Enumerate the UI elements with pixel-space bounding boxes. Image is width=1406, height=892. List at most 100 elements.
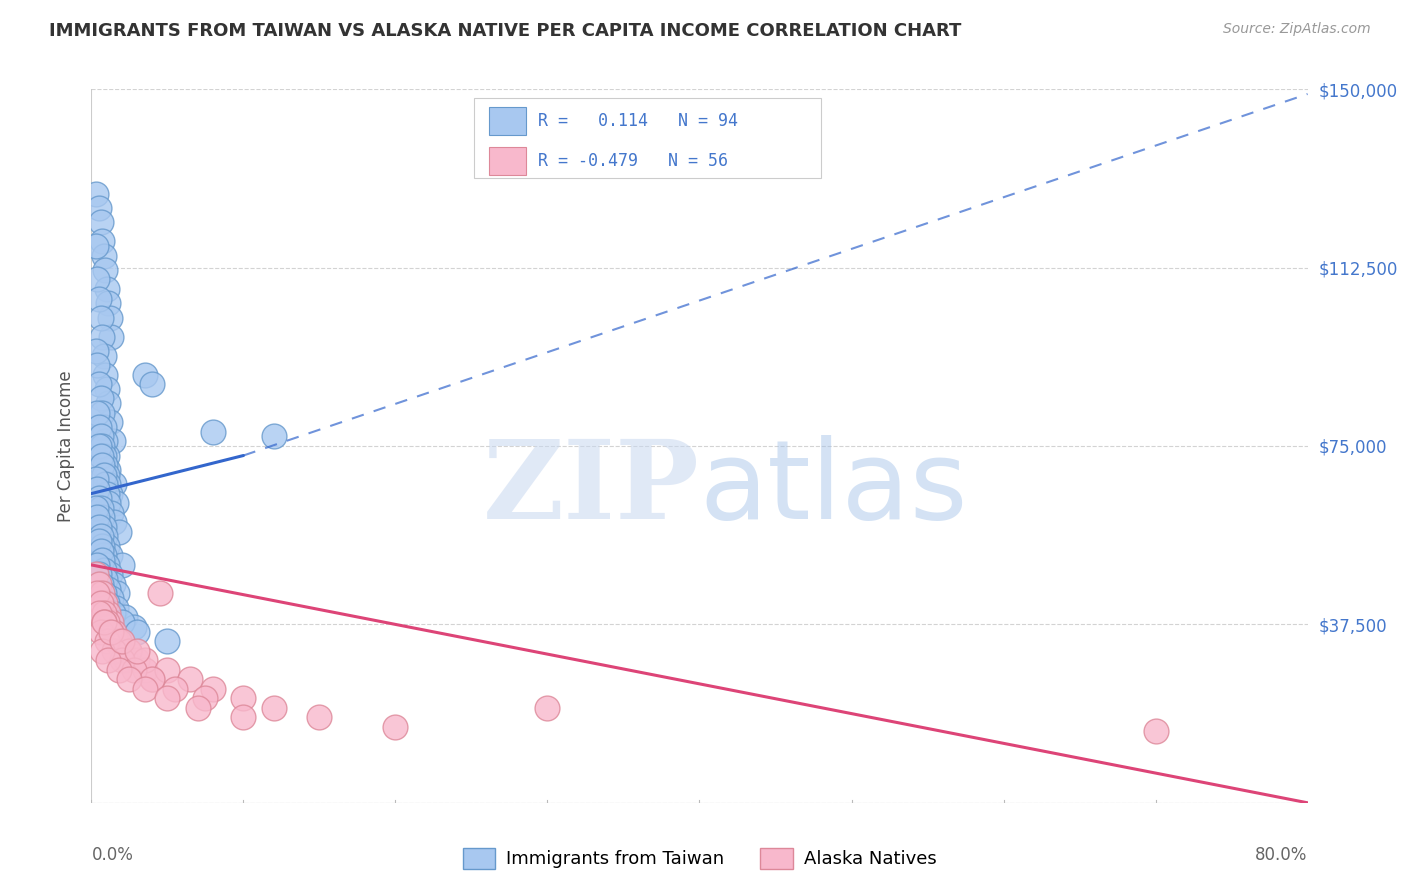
Point bbox=[87, 201, 110, 215]
Point bbox=[97, 582, 120, 596]
Point bbox=[87, 520, 110, 534]
Point bbox=[91, 458, 114, 472]
Point bbox=[93, 606, 115, 620]
Point bbox=[98, 549, 121, 563]
Point bbox=[179, 672, 201, 686]
Point bbox=[84, 472, 107, 486]
Point bbox=[156, 691, 179, 706]
Point bbox=[96, 486, 118, 500]
Point bbox=[86, 510, 108, 524]
Point bbox=[103, 515, 125, 529]
Point bbox=[104, 634, 127, 648]
Point bbox=[93, 520, 115, 534]
Point bbox=[89, 310, 111, 325]
Point bbox=[114, 610, 136, 624]
Point bbox=[104, 496, 127, 510]
Text: R = -0.479   N = 56: R = -0.479 N = 56 bbox=[537, 152, 728, 169]
Point bbox=[91, 329, 114, 343]
Point bbox=[93, 586, 115, 600]
Point bbox=[91, 439, 114, 453]
Point bbox=[86, 482, 108, 496]
Point bbox=[84, 186, 107, 201]
Point bbox=[122, 620, 145, 634]
FancyBboxPatch shape bbox=[489, 106, 526, 135]
Point bbox=[91, 539, 114, 553]
Point bbox=[122, 663, 145, 677]
Point bbox=[105, 634, 128, 648]
Point bbox=[87, 577, 110, 591]
Text: Source: ZipAtlas.com: Source: ZipAtlas.com bbox=[1223, 22, 1371, 37]
Point bbox=[94, 458, 117, 472]
Point bbox=[111, 643, 134, 657]
Point bbox=[101, 434, 124, 449]
Point bbox=[118, 643, 141, 657]
Point bbox=[100, 624, 122, 639]
Point bbox=[86, 358, 108, 372]
Y-axis label: Per Capita Income: Per Capita Income bbox=[56, 370, 75, 522]
Point bbox=[118, 672, 141, 686]
Point bbox=[89, 392, 111, 406]
Point bbox=[93, 563, 115, 577]
Point bbox=[89, 624, 111, 639]
Point bbox=[98, 486, 121, 500]
Point bbox=[98, 624, 121, 639]
Point bbox=[87, 377, 110, 392]
Point bbox=[134, 653, 156, 667]
Point bbox=[97, 477, 120, 491]
Point bbox=[89, 500, 111, 515]
Text: 0.0%: 0.0% bbox=[91, 846, 134, 863]
Text: atlas: atlas bbox=[699, 435, 967, 542]
Point bbox=[111, 558, 134, 572]
Point bbox=[100, 329, 122, 343]
Point bbox=[87, 534, 110, 549]
Point bbox=[141, 672, 163, 686]
Point bbox=[118, 643, 141, 657]
Point bbox=[94, 596, 117, 610]
Point bbox=[156, 663, 179, 677]
Text: R =   0.114   N = 94: R = 0.114 N = 94 bbox=[537, 112, 738, 130]
Point bbox=[308, 710, 330, 724]
Point bbox=[194, 691, 217, 706]
Point bbox=[103, 477, 125, 491]
Point bbox=[101, 577, 124, 591]
Point bbox=[87, 439, 110, 453]
Point bbox=[96, 634, 118, 648]
Point bbox=[232, 710, 254, 724]
Point bbox=[125, 624, 148, 639]
Point bbox=[86, 406, 108, 420]
Point bbox=[156, 634, 179, 648]
Point bbox=[384, 720, 406, 734]
Point bbox=[163, 681, 186, 696]
Point bbox=[91, 586, 114, 600]
Point bbox=[93, 615, 115, 629]
Point bbox=[97, 463, 120, 477]
FancyBboxPatch shape bbox=[474, 98, 821, 178]
Point bbox=[91, 235, 114, 249]
Point bbox=[87, 420, 110, 434]
Legend: Immigrants from Taiwan, Alaska Natives: Immigrants from Taiwan, Alaska Natives bbox=[456, 840, 943, 876]
Point bbox=[89, 529, 111, 543]
Point bbox=[96, 449, 118, 463]
Text: 80.0%: 80.0% bbox=[1256, 846, 1308, 863]
Point bbox=[202, 425, 225, 439]
Point bbox=[93, 420, 115, 434]
Point bbox=[98, 310, 121, 325]
Point bbox=[87, 292, 110, 306]
Point bbox=[104, 600, 127, 615]
Point bbox=[232, 691, 254, 706]
Point bbox=[97, 296, 120, 310]
Point bbox=[134, 368, 156, 382]
Point bbox=[89, 543, 111, 558]
Point bbox=[93, 449, 115, 463]
Point bbox=[111, 615, 134, 629]
Point bbox=[103, 643, 125, 657]
Point bbox=[94, 368, 117, 382]
Point bbox=[107, 663, 129, 677]
Point bbox=[134, 663, 156, 677]
Point bbox=[89, 596, 111, 610]
Point bbox=[84, 500, 107, 515]
Text: ZIP: ZIP bbox=[482, 435, 699, 542]
Point bbox=[86, 558, 108, 572]
Point bbox=[91, 643, 114, 657]
Point bbox=[111, 653, 134, 667]
